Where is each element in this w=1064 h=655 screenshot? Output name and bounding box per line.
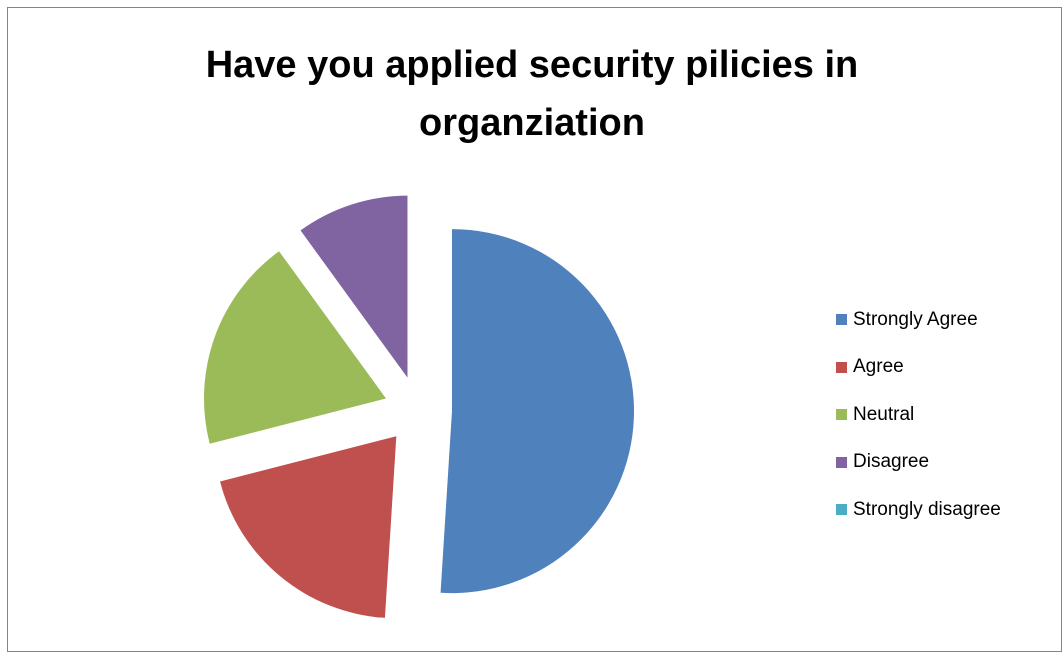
pie-slice-agree [220,436,397,618]
chart-title: Have you applied security pilicies in or… [0,36,1064,152]
legend-label: Agree [853,356,904,378]
legend-swatch [836,361,847,373]
pie-slice-disagree [300,195,408,378]
legend-item: Neutral [836,391,1001,439]
legend-item: Disagree [836,439,1001,487]
legend-label: Strongly disagree [853,498,1001,520]
pie-slice-strongly-agree [440,229,635,594]
legend-label: Strongly Agree [853,308,978,330]
legend-swatch [836,314,847,326]
chart-title-line-1: Have you applied security pilicies in [205,44,859,86]
legend-item: Agree [836,344,1001,392]
legend-swatch [836,456,847,468]
legend-swatch [836,409,847,421]
legend: Strongly Agree Agree Neutral Disagree Strong… [836,296,1001,534]
legend-item: Strongly Agree [836,296,1001,344]
legend-label: Disagree [853,451,930,473]
chart-title-line-2: organziation [419,102,645,144]
legend-item: Strongly disagree [836,486,1001,534]
legend-swatch [836,504,847,516]
legend-label: Neutral [853,403,915,425]
pie-slice-neutral [204,251,387,444]
